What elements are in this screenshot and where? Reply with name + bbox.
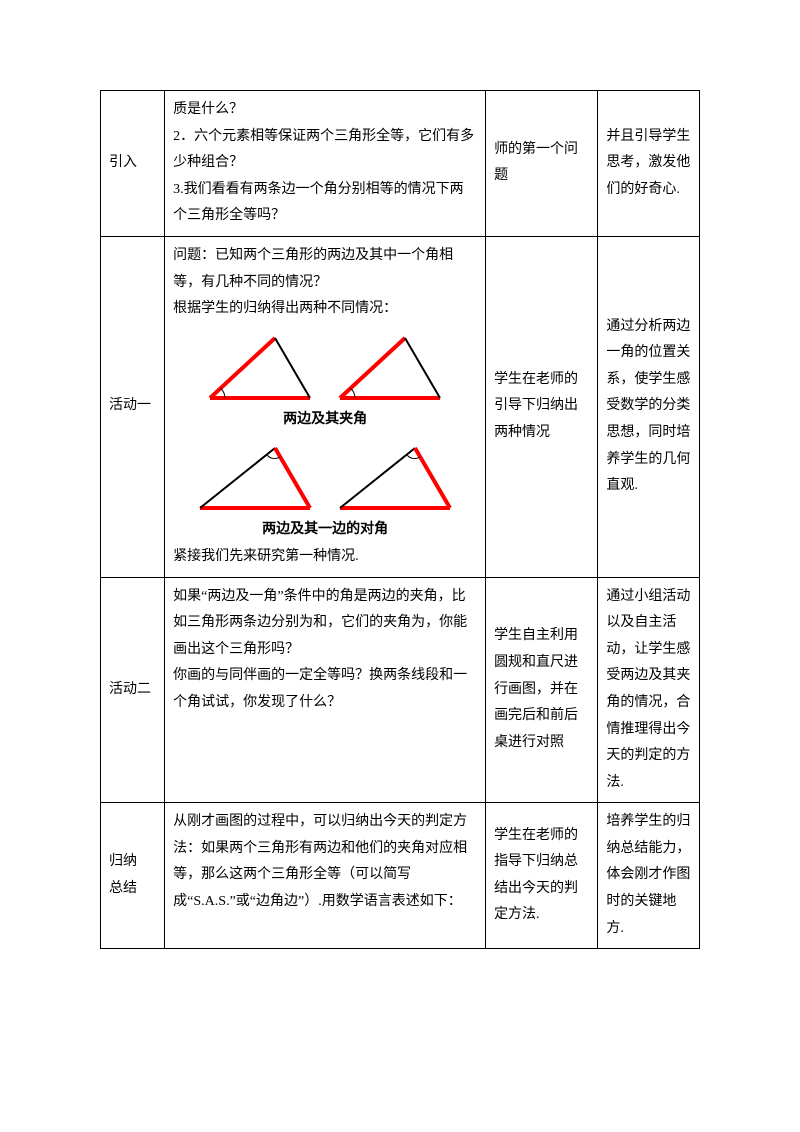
triangle-icon [335,333,445,403]
row-label: 活动二 [101,577,165,803]
triangle-pair-opposite-angle [173,443,477,513]
row-label: 引入 [101,91,165,237]
row-content: 如果“两边及一角”条件中的角是两边的夹角，比如三角形两条边分别为和，它们的夹角为… [165,577,486,803]
design-intent: 通过小组活动以及自主活动，让学生感受两边及其夹角的情况，合情推理得出今天的判定的… [598,577,700,803]
student-activity: 学生在老师的引导下归纳出两种情况 [486,236,598,577]
row-label: 活动一 [101,236,165,577]
text-line: 问题：已知两个三角形的两边及其中一个角相等，有几种不同的情况？ [173,243,477,296]
text-line: 紧接我们先来研究第一种情况. [173,544,477,571]
triangle-label: 两边及其一边的对角 [173,517,477,544]
lesson-table: 引入 质是什么？ 2．六个元素相等保证两个三角形全等，它们有多少种组合？ 3.我… [100,90,700,949]
design-intent: 并且引导学生思考，激发他们的好奇心. [598,91,700,237]
table-row: 活动二 如果“两边及一角”条件中的角是两边的夹角，比如三角形两条边分别为和，它们… [101,577,700,803]
table-row: 归纳 总结 从刚才画图的过程中，可以归纳出今天的判定方法：如果两个三角形有两边和… [101,803,700,949]
triangle-icon [195,443,315,513]
row-label: 归纳 总结 [101,803,165,949]
text-line: 3.我们看看有两条边一个角分别相等的情况下两个三角形全等吗？ [173,177,477,230]
triangle-icon [205,333,315,403]
student-activity: 学生自主利用圆规和直尺进行画图，并在画完后和前后桌进行对照 [486,577,598,803]
student-activity: 师的第一个问题 [486,91,598,237]
row-content: 从刚才画图的过程中，可以归纳出今天的判定方法：如果两个三角形有两边和他们的夹角对… [165,803,486,949]
text-line: 总结 [109,876,156,903]
table-row: 引入 质是什么？ 2．六个元素相等保证两个三角形全等，它们有多少种组合？ 3.我… [101,91,700,237]
text-line: 如果“两边及一角”条件中的角是两边的夹角，比如三角形两条边分别为和，它们的夹角为… [173,584,477,664]
table-row: 活动一 问题：已知两个三角形的两边及其中一个角相等，有几种不同的情况？ 根据学生… [101,236,700,577]
triangle-icon [335,443,455,513]
design-intent: 培养学生的归纳总结能力，体会刚才作图时的关键地方. [598,803,700,949]
text-line: 你画的与同伴画的一定全等吗？换两条线段和一个角试试，你发现了什么？ [173,663,477,716]
text-line: 2．六个元素相等保证两个三角形全等，它们有多少种组合？ [173,124,477,177]
student-activity: 学生在老师的指导下归纳总结出今天的判定方法. [486,803,598,949]
text-line: 根据学生的归纳得出两种不同情况： [173,296,477,323]
text-line: 质是什么？ [173,97,477,124]
triangle-pair-included-angle [173,333,477,403]
design-intent: 通过分析两边一角的位置关系，使学生感受数学的分类思想，同时培养学生的几何直观. [598,236,700,577]
row-content: 质是什么？ 2．六个元素相等保证两个三角形全等，它们有多少种组合？ 3.我们看看… [165,91,486,237]
triangle-label: 两边及其夹角 [173,407,477,434]
row-content: 问题：已知两个三角形的两边及其中一个角相等，有几种不同的情况？ 根据学生的归纳得… [165,236,486,577]
text-line: 归纳 [109,849,156,876]
